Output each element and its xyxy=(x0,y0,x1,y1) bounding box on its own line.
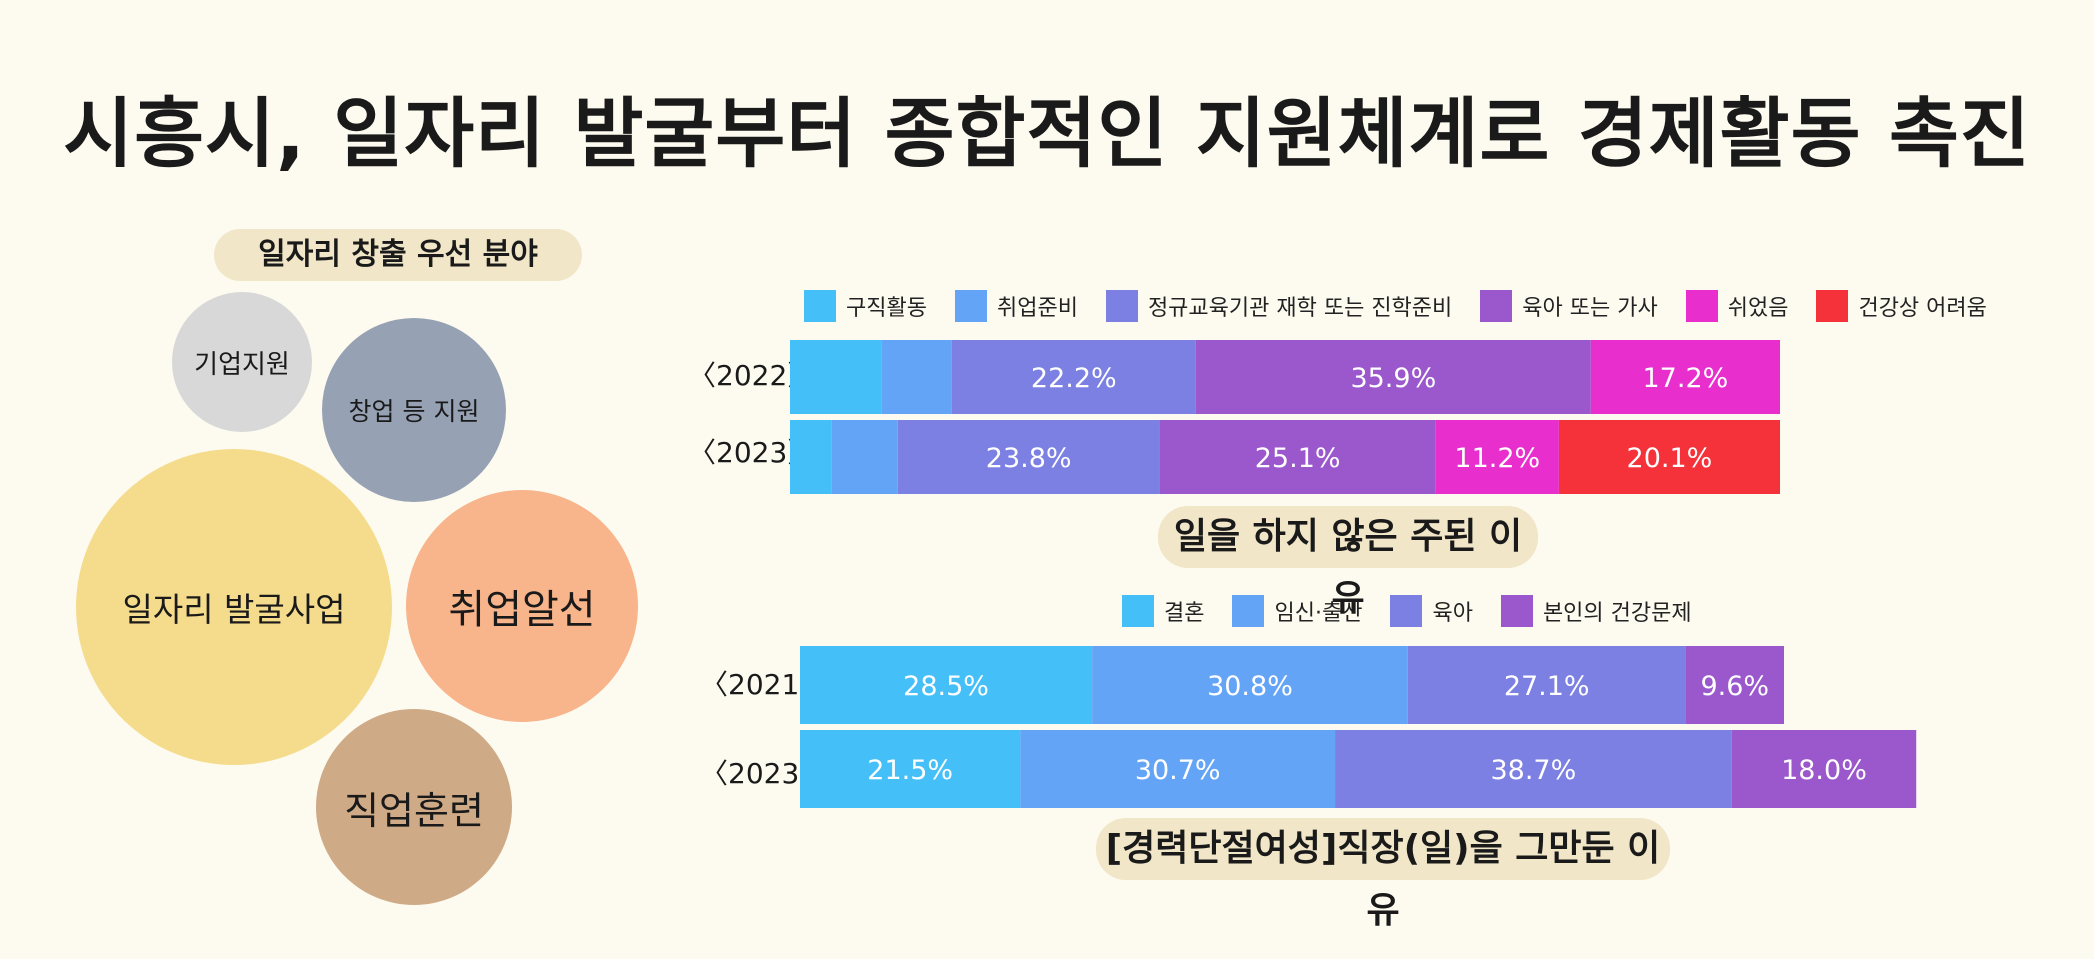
legend-label: 본인의 건강문제 xyxy=(1542,601,1692,626)
bar-segment xyxy=(790,420,832,494)
bar-segment xyxy=(1558,420,1780,494)
bar-segment xyxy=(790,340,882,414)
bubble-startup-support: 창업 등 지원 xyxy=(322,318,506,502)
legend-item: 건강상 어려움 xyxy=(1816,290,1987,322)
bar-data-label: 27.1% xyxy=(1504,671,1590,702)
bar-segment xyxy=(897,420,1160,494)
bubble-job-placement: 취업알선 xyxy=(406,490,638,722)
bar-data-label: 20.1% xyxy=(1627,443,1713,474)
legend-swatch xyxy=(1480,290,1513,322)
legend-swatch xyxy=(1500,595,1533,627)
legend-label: 정규교육기관 재학 또는 진학준비 xyxy=(1147,296,1453,321)
bar-segment xyxy=(831,420,898,494)
bar-data-label: 11.2% xyxy=(1454,443,1540,474)
legend-item: 본인의 건강문제 xyxy=(1500,595,1692,627)
legend-label: 육아 xyxy=(1432,601,1473,626)
bar-data-label: 30.7% xyxy=(1135,755,1221,786)
legend-swatch xyxy=(1816,290,1849,322)
legend-swatch xyxy=(1105,290,1138,322)
bar-data-label: 18.0% xyxy=(1781,755,1867,786)
bubble-label: 기업지원 xyxy=(194,349,290,380)
legend-swatch xyxy=(1685,290,1718,322)
legend-reasons: 구직활동 취업준비 정규교육기관 재학 또는 진학준비 육아 또는 가사 쉬었음… xyxy=(804,290,2015,322)
bar-segment xyxy=(800,646,1093,724)
bar-segment xyxy=(1685,646,1784,724)
bar-data-label: 25.1% xyxy=(1255,443,1341,474)
legend-swatch xyxy=(1122,595,1154,627)
bubble-job-discovery: 일자리 발굴사업 xyxy=(76,449,392,765)
bar-segment xyxy=(1335,730,1732,808)
legend-label: 구직활동 xyxy=(846,296,927,321)
bar-segment xyxy=(1407,646,1686,724)
legend-swatch xyxy=(1390,595,1423,627)
legend-swatch xyxy=(1232,595,1265,627)
bubble-label: 창업 등 지원 xyxy=(348,397,480,426)
bar-segment xyxy=(1195,340,1591,414)
bubble-business-support: 기업지원 xyxy=(172,292,312,432)
bar-data-label: 9.6% xyxy=(1700,671,1769,702)
bar-segment xyxy=(1092,646,1408,724)
bar-segment xyxy=(1020,730,1336,808)
bar-data-label: 17.2% xyxy=(1643,363,1729,394)
legend-label: 취업준비 xyxy=(996,296,1078,321)
bar-data-label: 30.8% xyxy=(1207,671,1293,702)
bar-data-label: 21.5% xyxy=(867,755,953,786)
page-title: 시흥시, 일자리 발굴부터 종합적인 지원체계로 경제활동 촉진 xyxy=(63,89,2031,178)
bubble-vocational-training: 직업훈련 xyxy=(316,709,512,905)
legend-item: 육아 xyxy=(1390,595,1473,627)
bar-data-label: 28.5% xyxy=(903,671,989,702)
reasons-chart-title: 일을 하지 않은 주된 이유 xyxy=(1158,506,1538,619)
legend-item: 결혼 xyxy=(1122,595,1204,627)
bubble-label: 직업훈련 xyxy=(344,788,484,833)
bar-segment xyxy=(951,340,1196,414)
legend-item: 임신·출산 xyxy=(1232,595,1362,627)
legend-label: 건강상 어려움 xyxy=(1858,296,1987,321)
legend-label: 쉬었음 xyxy=(1727,296,1789,321)
bar-segment xyxy=(881,340,952,414)
bar-segment xyxy=(1159,420,1436,494)
bubble-label: 취업알선 xyxy=(448,587,596,633)
legend-swatch xyxy=(954,290,987,322)
bar-data-label: 22.2% xyxy=(1031,363,1117,394)
legend-label: 결혼 xyxy=(1164,601,1205,626)
bubble-label: 일자리 발굴사업 xyxy=(122,590,346,629)
legend-career: 결혼 임신·출산 육아 본인의 건강문제 xyxy=(1122,595,1720,627)
legend-item: 정규교육기관 재학 또는 진학준비 xyxy=(1105,290,1453,322)
bar-data-label: 38.7% xyxy=(1490,755,1576,786)
legend-item: 육아 또는 가사 xyxy=(1480,290,1658,322)
bar-data-label: 23.8% xyxy=(986,443,1072,474)
bubble-chart-title: 일자리 창출 우선 분야 xyxy=(214,229,582,281)
bar-segment xyxy=(1435,420,1559,494)
bar-data-label: 35.9% xyxy=(1350,363,1436,394)
legend-item: 취업준비 xyxy=(954,290,1078,322)
career-chart-title: [경력단절여성]직장(일)을 그만둔 이유 xyxy=(1096,818,1670,931)
legend-item: 구직활동 xyxy=(804,290,927,322)
legend-label: 임신·출산 xyxy=(1274,601,1363,626)
bar-segment xyxy=(1731,730,1917,808)
legend-label: 육아 또는 가사 xyxy=(1522,296,1658,321)
bar-segment xyxy=(800,730,1021,808)
bar-segment xyxy=(1590,340,1780,414)
legend-item: 쉬었음 xyxy=(1685,290,1789,322)
legend-swatch xyxy=(804,290,836,322)
